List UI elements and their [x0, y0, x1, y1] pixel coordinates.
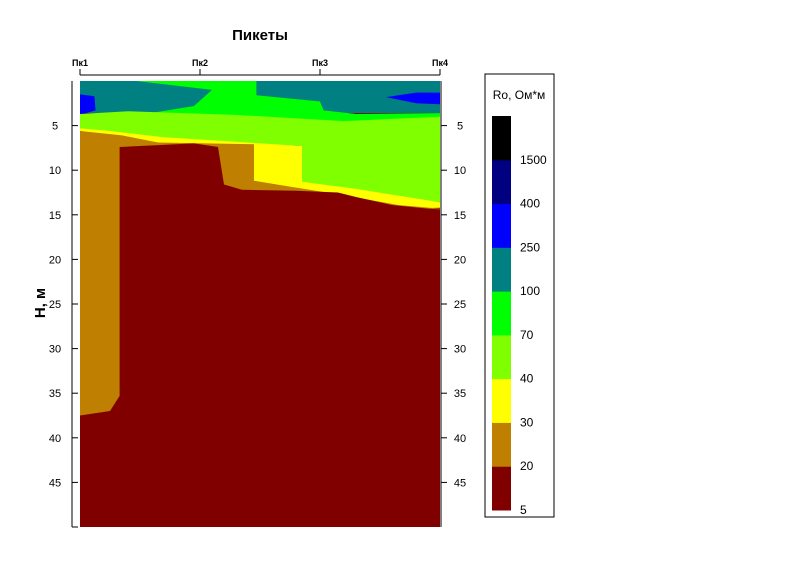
axes: Пк1 Пк2 Пк3 Пк4 5 5 10 10 15 15 20 20 25 25 30 30 35 35 40…	[49, 58, 466, 528]
resistivity-band-7	[80, 143, 440, 527]
legend-break-label: 250	[520, 240, 540, 254]
resistivity-band-3	[386, 92, 440, 105]
resistivity-band-2	[80, 94, 96, 115]
y-tick-label-right: 35	[454, 388, 466, 400]
legend-swatch	[492, 159, 511, 205]
y-tick-label-left: 35	[49, 388, 61, 400]
resistivity-field	[80, 81, 440, 527]
x-tick-label: Пк2	[192, 58, 208, 68]
y-tick-label-right: 15	[454, 210, 466, 222]
legend-break-label: 30	[520, 415, 534, 429]
legend-break-label: 40	[520, 372, 534, 386]
legend-break-label: 70	[520, 328, 534, 342]
legend: Ro, Ом*м 5 20 30 40 70 100 250 400 1500	[484, 73, 555, 518]
legend-swatch	[492, 378, 511, 423]
legend-swatch	[492, 466, 511, 511]
legend-swatch	[492, 422, 511, 467]
y-tick-label-right: 45	[454, 477, 466, 489]
y-tick-label-left: 45	[49, 477, 61, 489]
y-tick-label-right: 25	[454, 299, 466, 311]
y-tick-label-right: 20	[454, 254, 466, 266]
y-tick-label-left: 15	[49, 210, 61, 222]
y-tick-label-left: 10	[49, 165, 61, 177]
x-tick-label: Пк1	[72, 58, 88, 68]
resistivity-band-5	[80, 128, 440, 209]
legend-break-label: 100	[520, 284, 540, 298]
legend-swatch	[492, 291, 511, 336]
chart-title: Пикеты	[232, 27, 288, 44]
y-tick-label-left: 30	[49, 344, 61, 356]
x-tick-label: Пк4	[432, 58, 448, 68]
y-axis-label: H, м	[32, 288, 49, 318]
y-tick-label-left: 25	[49, 299, 61, 311]
legend-swatch	[492, 334, 511, 380]
legend-break-label: 5	[520, 503, 527, 517]
legend-break-label: 1500	[520, 153, 547, 167]
legend-title: Ro, Ом*м	[493, 88, 546, 102]
y-tick-label-right: 10	[454, 165, 466, 177]
y-tick-label-right: 40	[454, 433, 466, 445]
legend-swatch	[492, 116, 511, 161]
y-tick-label-left: 5	[52, 121, 58, 133]
legend-swatch	[492, 203, 511, 248]
resistivity-band-4	[80, 111, 440, 203]
y-tick-label-right: 30	[454, 344, 466, 356]
y-tick-label-right: 5	[457, 121, 463, 133]
y-tick-label-left: 20	[49, 254, 61, 266]
legend-break-label: 400	[520, 197, 540, 211]
legend-break-label: 20	[520, 459, 534, 473]
legend-swatch	[492, 247, 511, 292]
y-tick-label-left: 40	[49, 433, 61, 445]
x-tick-label: Пк3	[312, 58, 328, 68]
